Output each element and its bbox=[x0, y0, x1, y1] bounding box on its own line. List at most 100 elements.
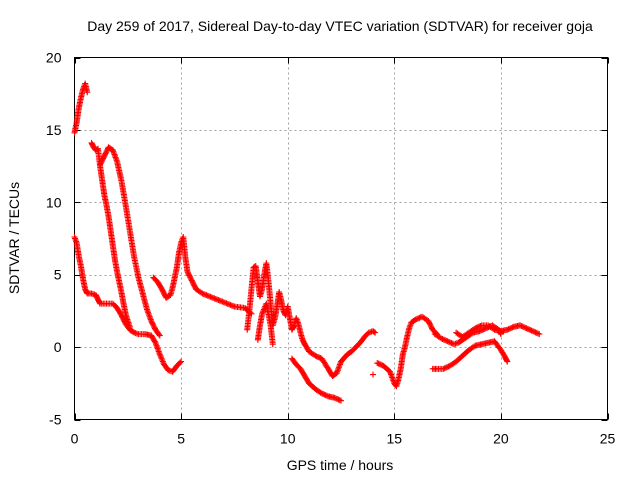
data-point bbox=[490, 325, 497, 332]
x-tick-label: 10 bbox=[280, 431, 296, 447]
data-point bbox=[442, 364, 449, 371]
data-point bbox=[320, 391, 327, 398]
y-tick-labels: -5 0 5 10 15 20 bbox=[46, 50, 62, 428]
data-point bbox=[442, 337, 449, 344]
data-point bbox=[445, 363, 452, 370]
data-point bbox=[518, 322, 525, 329]
data-point bbox=[317, 389, 324, 396]
y-axis-label: SDTVAR / TECUs bbox=[6, 182, 22, 294]
data-point bbox=[413, 316, 420, 323]
data-point bbox=[527, 327, 534, 334]
data-point bbox=[321, 391, 328, 398]
data-point bbox=[177, 359, 184, 366]
data-point bbox=[439, 335, 446, 342]
data-point bbox=[269, 341, 276, 348]
data-point bbox=[156, 332, 163, 339]
data-point bbox=[531, 328, 538, 335]
data-point bbox=[151, 338, 158, 345]
data-point bbox=[471, 326, 478, 333]
data-point bbox=[520, 324, 527, 331]
data-point bbox=[471, 343, 478, 350]
data-point bbox=[526, 326, 533, 333]
data-point bbox=[374, 360, 381, 367]
data-point bbox=[522, 324, 529, 331]
data-point bbox=[126, 323, 133, 330]
data-point bbox=[509, 324, 516, 331]
data-point bbox=[415, 315, 422, 322]
data-point bbox=[476, 323, 483, 330]
data-point bbox=[536, 331, 543, 338]
data-point bbox=[371, 328, 378, 335]
data-point bbox=[504, 358, 511, 365]
data-point bbox=[159, 357, 166, 364]
data-point bbox=[529, 328, 536, 335]
data-point bbox=[436, 334, 443, 341]
data-point bbox=[369, 371, 376, 378]
data-point bbox=[336, 397, 343, 404]
data-point bbox=[311, 351, 318, 358]
data-point bbox=[312, 352, 319, 359]
data-point bbox=[331, 394, 338, 401]
data-point bbox=[323, 392, 330, 399]
data-point bbox=[338, 397, 344, 404]
data-point bbox=[472, 325, 479, 332]
x-tick-label: 5 bbox=[177, 431, 185, 447]
x-tick-labels: 0 5 10 15 20 25 bbox=[71, 431, 616, 447]
data-point bbox=[440, 336, 447, 343]
data-point bbox=[316, 354, 323, 361]
data-point bbox=[158, 355, 165, 362]
data-point bbox=[528, 327, 535, 334]
data-point bbox=[517, 322, 524, 329]
data-point bbox=[443, 337, 450, 344]
data-point bbox=[519, 323, 526, 330]
data-point bbox=[505, 326, 512, 333]
data-point bbox=[335, 396, 342, 403]
data-point bbox=[504, 326, 511, 333]
data-point bbox=[198, 289, 205, 296]
data-point bbox=[533, 329, 540, 336]
data-point bbox=[372, 329, 379, 336]
data-point bbox=[477, 322, 484, 329]
x-tick-label: 25 bbox=[600, 431, 616, 447]
y-tick-label: -5 bbox=[49, 412, 62, 428]
data-points bbox=[71, 80, 543, 404]
data-point bbox=[375, 360, 382, 367]
data-point bbox=[444, 338, 451, 345]
data-point bbox=[155, 331, 162, 338]
data-point bbox=[322, 392, 329, 399]
data-point bbox=[447, 339, 454, 346]
data-point bbox=[314, 353, 321, 360]
data-point bbox=[474, 324, 481, 331]
data-point bbox=[378, 361, 385, 368]
axis-ticks bbox=[74, 57, 609, 421]
data-point bbox=[159, 358, 166, 365]
data-point bbox=[313, 353, 320, 360]
data-point bbox=[318, 390, 325, 397]
data-point bbox=[157, 354, 164, 361]
x-tick-label: 20 bbox=[493, 431, 509, 447]
data-point bbox=[441, 365, 448, 372]
x-axis-label: GPS time / hours bbox=[287, 457, 394, 473]
data-point bbox=[532, 329, 539, 336]
data-point bbox=[445, 338, 452, 345]
data-point bbox=[412, 316, 419, 323]
y-tick-label: 5 bbox=[54, 267, 62, 283]
data-point bbox=[178, 358, 185, 365]
data-point bbox=[523, 325, 530, 332]
data-point bbox=[157, 352, 164, 359]
data-point bbox=[259, 310, 266, 317]
chart-title: Day 259 of 2017, Sidereal Day-to-day VTE… bbox=[87, 18, 593, 34]
data-point bbox=[506, 325, 513, 332]
data-point bbox=[84, 89, 91, 96]
data-point bbox=[438, 335, 445, 342]
x-tick-label: 15 bbox=[387, 431, 403, 447]
data-point bbox=[259, 309, 266, 316]
data-point bbox=[332, 395, 339, 402]
data-point bbox=[156, 351, 163, 358]
data-point bbox=[534, 330, 541, 337]
data-point bbox=[440, 365, 447, 372]
y-tick-label: 20 bbox=[46, 50, 62, 66]
data-point bbox=[524, 325, 531, 332]
data-point bbox=[334, 395, 341, 402]
